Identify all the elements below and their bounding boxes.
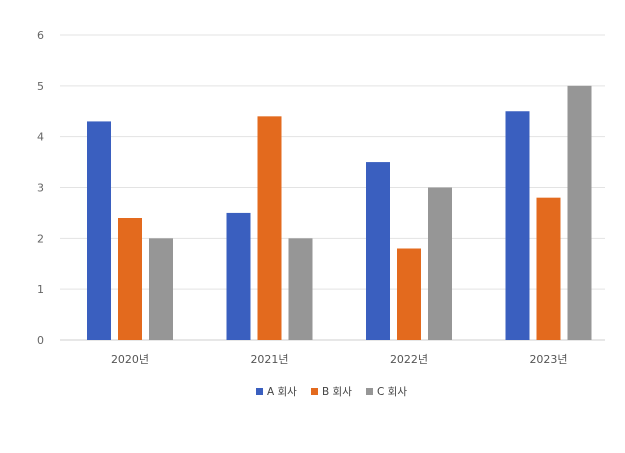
bar [428,187,452,340]
y-tick-label: 5 [37,80,44,93]
bar [567,85,592,340]
x-tick-label: 2023년 [529,353,567,366]
legend-swatch [311,388,318,395]
bar [257,116,282,340]
bar [226,212,251,340]
legend-swatch [366,388,373,395]
y-axis-ticks: 0 1 2 3 4 5 6 [37,29,44,347]
y-tick-label: 6 [37,29,44,42]
x-axis-categories: 2020년 2021년 2022년 2023년 [111,353,568,366]
legend-label: A 회사 [267,386,297,398]
x-tick-label: 2022년 [390,353,428,366]
bar [149,238,173,340]
y-tick-label: 2 [37,232,44,245]
legend-label: C 회사 [377,386,407,398]
y-tick-label: 0 [37,334,44,347]
bar [536,197,561,340]
bar [397,248,421,340]
bar [118,218,142,340]
legend: A 회사 B 회사 C 회사 [256,386,407,398]
legend-swatch [256,388,263,395]
bar [87,121,111,341]
bar [366,162,390,340]
bar [505,111,530,340]
y-tick-label: 4 [37,131,44,144]
bar [288,238,313,340]
legend-label: B 회사 [322,386,352,398]
y-tick-label: 3 [37,182,44,195]
y-tick-label: 1 [37,283,44,296]
bars [87,85,592,341]
x-tick-label: 2021년 [250,353,288,366]
x-tick-label: 2020년 [111,353,149,366]
